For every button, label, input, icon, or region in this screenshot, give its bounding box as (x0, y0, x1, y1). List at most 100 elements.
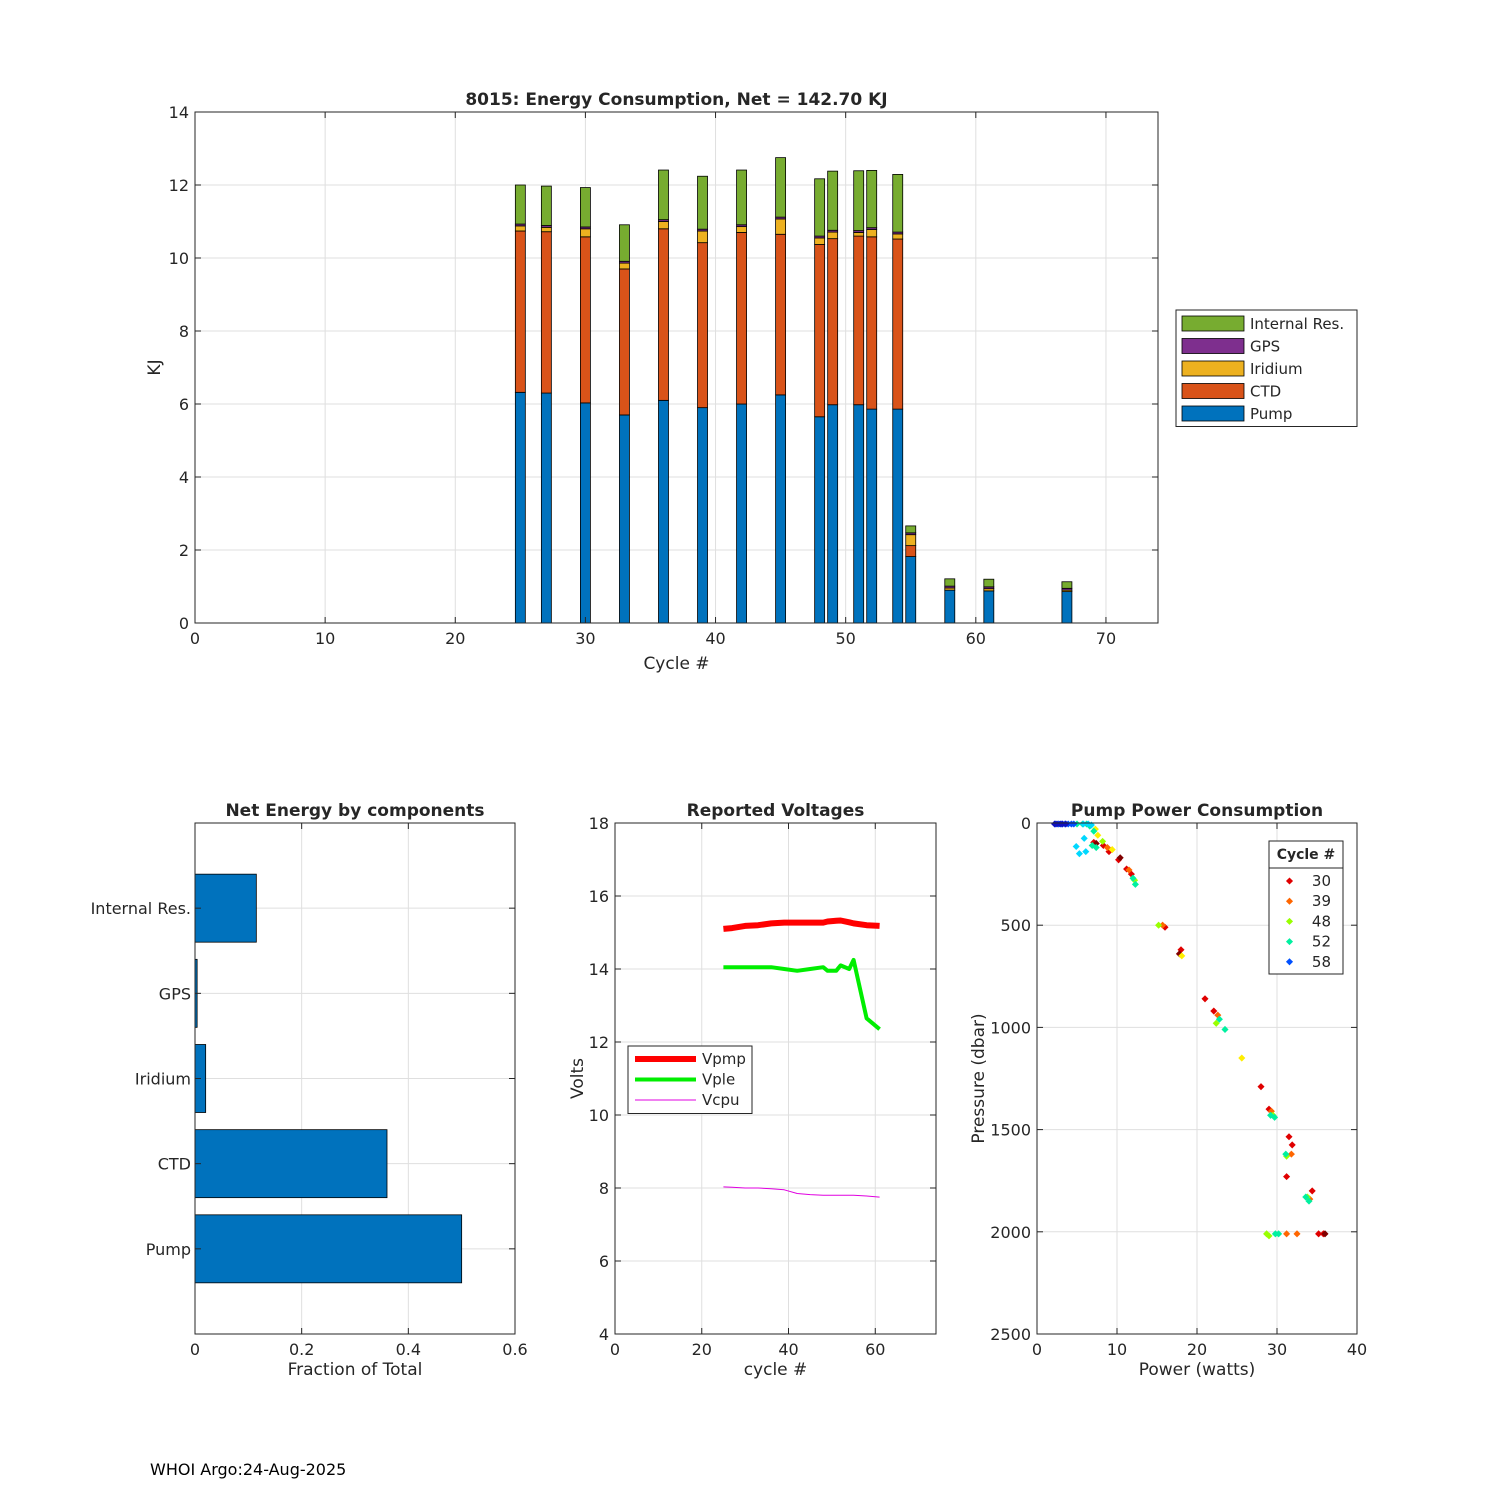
y-tick-label: 1000 (990, 1018, 1031, 1037)
y-tick-label: 2000 (990, 1223, 1031, 1242)
legend-label: 48 (1312, 912, 1331, 930)
y-tick-label: 18 (589, 814, 609, 833)
bar-segment-pump (736, 403, 747, 624)
bar-segment-ctd (775, 233, 787, 396)
legend-label: 52 (1312, 933, 1331, 951)
x-tick-label: 70 (1096, 629, 1116, 648)
bar-segment-internal-res- (580, 187, 591, 228)
chart-title: Reported Voltages (687, 801, 865, 821)
y-tick-label: 0 (1021, 814, 1031, 833)
bar-segment-iridium (580, 228, 591, 238)
y-tick-label: 2 (179, 541, 189, 560)
x-tick-label: 0 (190, 629, 200, 648)
bar-segment-iridium (514, 225, 526, 232)
bar-segment-ctd (736, 232, 747, 405)
y-tick-label: Pump (146, 1240, 191, 1259)
voltage-chart: 0 20 40 60 4 6 8 10 12 14 16 18 Reported Voltages cyc… (568, 801, 937, 1380)
y-axis-label: KJ (145, 359, 165, 375)
legend-label: Vple (702, 1071, 735, 1089)
legend-box (1268, 840, 1344, 975)
x-tick-label: 50 (835, 629, 855, 648)
bar-segment-ctd (814, 244, 826, 418)
bar-segment-internal-res- (736, 169, 747, 226)
x-tick-label: 20 (692, 1340, 712, 1359)
y-axis-label: Pressure (dbar) (969, 1013, 989, 1143)
bar-segment-ctd (853, 235, 865, 406)
legend: Vpmp Vple Vcpu (627, 1045, 753, 1114)
chart-title: Net Energy by components (225, 801, 484, 821)
y-tick-label: 1500 (990, 1121, 1031, 1140)
bar-segment-pump (514, 391, 526, 624)
x-tick-label: 30 (1267, 1340, 1287, 1359)
bar-segment-pump (905, 556, 917, 624)
bar-segment-pump (944, 589, 956, 624)
y-tick-label: 0 (179, 614, 189, 633)
bar-segment-internal-res- (697, 175, 708, 230)
legend-label: 30 (1312, 872, 1331, 890)
x-tick-label: 40 (1347, 1340, 1367, 1359)
bar-segment-ctd (892, 238, 904, 410)
bar-segment-ctd (580, 236, 591, 404)
x-tick-label: 30 (575, 629, 595, 648)
y-tick-label: Iridium (135, 1070, 191, 1089)
bar-segment-pump (866, 408, 878, 624)
footer-stamp: WHOI Argo:24-Aug-2025 (150, 1460, 347, 1479)
bar-ctd (194, 1129, 388, 1199)
y-tick-label: GPS (159, 984, 191, 1003)
legend-swatch (1181, 315, 1245, 332)
y-tick-label: 10 (589, 1106, 609, 1125)
y-tick-label: 8 (599, 1179, 609, 1198)
bar-segment-ctd (514, 230, 526, 393)
bar-segment-pump (892, 408, 904, 624)
x-tick-label: 10 (315, 629, 335, 648)
bar-segment-pump (580, 402, 591, 624)
x-tick-label: 0.4 (396, 1340, 421, 1359)
y-axis-label: Volts (568, 1058, 588, 1099)
x-axis-label: Fraction of Total (288, 1360, 423, 1380)
bar-segment-internal-res- (775, 157, 787, 218)
bar-segment-internal-res- (905, 525, 917, 534)
y-tick-label: 2500 (990, 1325, 1031, 1344)
x-tick-label: 60 (966, 629, 986, 648)
x-tick-label: 0 (190, 1340, 200, 1359)
bar-segment-ctd (658, 228, 669, 401)
bar-segment-internal-res- (892, 174, 904, 233)
bar-segment-iridium (658, 221, 669, 230)
legend-label: 58 (1312, 953, 1331, 971)
bar-segment-pump (619, 414, 630, 624)
series-line-vpmp (723, 917, 880, 932)
y-tick-label: 6 (599, 1252, 609, 1271)
x-tick-label: 0.2 (289, 1340, 314, 1359)
chart-title: 8015: Energy Consumption, Net = 142.70 K… (465, 90, 887, 110)
x-axis-label: Power (watts) (1139, 1360, 1256, 1380)
legend-label: GPS (1250, 338, 1280, 356)
bar-segment-internal-res- (814, 178, 826, 237)
legend-label: Pump (1250, 405, 1292, 423)
bar-segment-iridium (905, 534, 917, 547)
axes-box (614, 822, 937, 1335)
legend-label: Iridium (1250, 360, 1303, 378)
y-tick-label: 4 (179, 468, 189, 487)
legend-label: 39 (1312, 892, 1331, 910)
legend-label: CTD (1250, 383, 1281, 401)
bar-segment-iridium (892, 233, 904, 240)
plot-area (195, 112, 1158, 623)
bar-segment-pump (1061, 591, 1073, 624)
bar-segment-pump (540, 392, 552, 624)
legend: Cycle # 30 39 48 52 58 (1268, 840, 1344, 975)
legend-swatch (1181, 383, 1245, 399)
bar-pump (194, 1214, 463, 1284)
bar-segment-internal-res- (514, 184, 526, 225)
y-tick-label: 500 (1000, 916, 1031, 935)
legend-label: Internal Res. (1250, 315, 1344, 333)
y-tick-label: 6 (179, 395, 189, 414)
x-tick-label: 0 (610, 1340, 620, 1359)
bar-segment-iridium (775, 218, 787, 235)
bar-segment-iridium (866, 229, 878, 238)
y-tick-label: 12 (589, 1033, 609, 1052)
y-tick-label: 16 (589, 887, 609, 906)
x-tick-label: 40 (705, 629, 725, 648)
bar-segment-pump (658, 399, 669, 624)
bar-segment-pump (697, 407, 708, 624)
